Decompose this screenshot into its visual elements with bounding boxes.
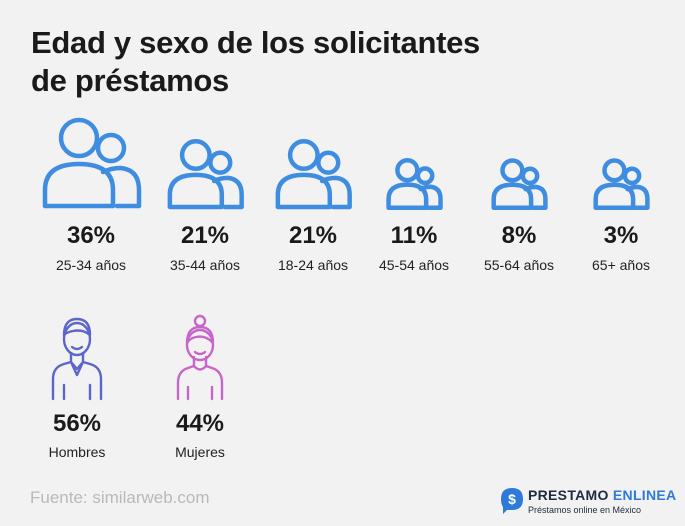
age-label: 35-44 años [169,257,241,273]
people-icon [491,158,548,211]
sex-percent: 44% [175,410,225,437]
source-note: Fuente: similarweb.com [30,488,210,507]
people-icon-shape [593,158,650,211]
brand-name-part1: PRESTAMO [528,487,613,503]
title-line-2: de préstamos [31,63,229,98]
sex-label: Hombres [48,444,106,460]
age-percent: 36% [66,222,116,249]
people-icon-shape [167,139,244,210]
people-icon-shape [42,117,142,209]
man-icon [51,317,103,401]
page-title: Edad y sexo de los solicitantes de prést… [31,24,591,100]
brand-tagline: Préstamos online en México [528,505,642,515]
people-icon [167,139,244,210]
people-icon-shape [491,158,548,211]
age-chart: 36% 25-34 años 21% 35-44 años 21% 18-24 … [0,110,685,280]
people-icon-shape [386,158,443,211]
people-icon [42,117,142,209]
svg-text:$: $ [508,491,516,507]
dollar-chat-icon: $ [501,488,523,514]
brand-name-part2: ENLINEA [612,487,677,503]
age-label: 55-64 años [483,257,555,273]
age-label: 25-34 años [55,257,127,273]
sex-group-women: 44% Mujeres [140,313,260,460]
title-line-1: Edad y sexo de los solicitantes [31,25,480,60]
people-icon [275,139,352,210]
woman-icon [176,314,224,401]
sex-percent: 56% [52,410,102,437]
brand-logo: $ PRESTAMO ENLINEA Préstamos online en M… [498,485,678,517]
age-label: 45-54 años [378,257,450,273]
people-icon-shape [275,139,352,210]
age-percent: 3% [603,222,639,249]
age-percent: 21% [288,222,338,249]
people-icon [593,158,650,211]
brand-name: PRESTAMO ENLINEA [528,487,676,503]
age-percent: 8% [501,222,537,249]
sex-group-men: 56% Hombres [17,313,137,460]
age-label: 65+ años [592,257,650,273]
sex-label: Mujeres [175,444,225,460]
people-icon [386,158,443,211]
age-percent: 11% [390,222,438,249]
age-label: 18-24 años [277,257,349,273]
age-percent: 21% [180,222,230,249]
